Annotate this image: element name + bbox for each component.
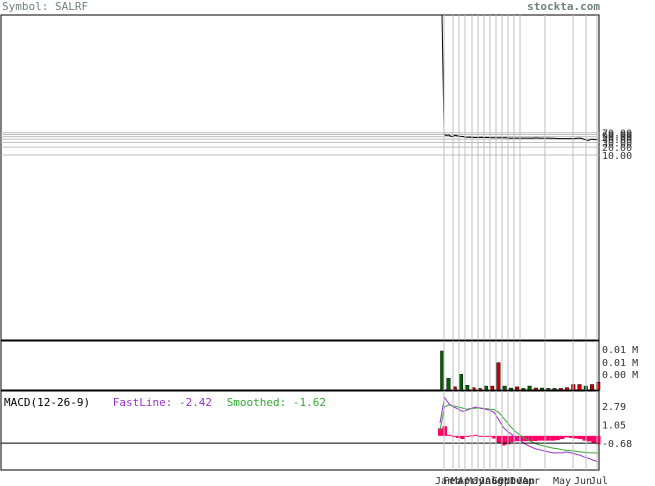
macd-fast-line bbox=[439, 396, 599, 463]
volume-panel: 0.01 M0.01 M0.00 M bbox=[0, 340, 638, 391]
price-frame bbox=[0, 14, 600, 341]
x-tick-label: Jan bbox=[435, 476, 453, 486]
x-tick-label: May bbox=[553, 476, 571, 486]
macd-histogram-bar bbox=[573, 435, 578, 439]
macd-tick-label: 1.05 bbox=[602, 421, 626, 432]
macd-histogram-bar bbox=[451, 435, 457, 437]
volume-bar bbox=[465, 385, 470, 391]
volume-bar bbox=[508, 387, 513, 391]
volume-bar bbox=[590, 384, 595, 391]
x-tick-label: Aug bbox=[485, 476, 503, 486]
volume-bar bbox=[502, 385, 507, 391]
volume-tick-label: 0.00 M bbox=[602, 370, 638, 381]
site-name[interactable]: stockta.com bbox=[527, 0, 600, 13]
volume-tick-label: 0.01 M bbox=[602, 345, 638, 356]
volume-bar bbox=[496, 362, 501, 391]
volume-bar bbox=[458, 374, 463, 391]
macd-histogram-bar bbox=[496, 435, 502, 444]
macd-legend: MACD(12-26-9) FastLine: -2.42 Smoothed: … bbox=[4, 396, 326, 409]
price-tick-label: 70.00 bbox=[602, 129, 632, 140]
macd-histogram-bar bbox=[474, 434, 479, 436]
macd-histogram-bar bbox=[541, 435, 547, 441]
macd-title: MACD(12-26-9) bbox=[4, 396, 91, 409]
macd-histogram-bar bbox=[577, 435, 583, 440]
volume-bar bbox=[577, 384, 582, 391]
macd-smoothed-line bbox=[439, 404, 599, 454]
x-tick-label: Jan bbox=[517, 476, 535, 486]
price-tick-label: 60.00 bbox=[602, 130, 632, 141]
macd-histogram-bar bbox=[456, 435, 461, 438]
macd-fast-label: FastLine: -2.42 bbox=[112, 396, 213, 409]
macd-histogram-bar bbox=[442, 426, 448, 436]
volume-bar bbox=[521, 388, 526, 391]
x-axis: JanFebMarAprMayJunJulAugSepOctNovDecJanA… bbox=[435, 15, 608, 486]
macd-histogram-bar bbox=[555, 435, 560, 441]
macd-histogram-bar bbox=[559, 435, 565, 440]
x-tick-label: Jul bbox=[479, 476, 497, 486]
volume-bar bbox=[540, 387, 545, 391]
x-tick-label: Apr bbox=[522, 476, 540, 486]
x-tick-label: Jun bbox=[574, 476, 592, 486]
macd-histogram-bar bbox=[478, 435, 484, 437]
volume-frame bbox=[0, 340, 600, 391]
macd-histogram-bar bbox=[596, 435, 601, 445]
volume-bar bbox=[452, 386, 457, 391]
x-tick-label: Feb bbox=[443, 476, 461, 486]
volume-bar bbox=[558, 388, 563, 391]
x-tick-label: Oct bbox=[498, 476, 516, 486]
macd-histogram-bar bbox=[532, 435, 538, 442]
macd-histogram-bar bbox=[465, 435, 470, 437]
x-tick-label: Dec bbox=[510, 476, 528, 486]
macd-histogram-bar bbox=[564, 435, 569, 438]
volume-tick-label: 0.01 M bbox=[602, 358, 638, 369]
macd-histogram-bar bbox=[568, 435, 574, 438]
macd-histogram-bar bbox=[492, 435, 497, 439]
x-tick-label: Sep bbox=[492, 476, 510, 486]
volume-bar bbox=[440, 350, 445, 391]
macd-histogram-bar bbox=[447, 434, 452, 436]
price-tick-label: 10.00 bbox=[602, 151, 632, 162]
volume-bar bbox=[552, 388, 557, 391]
volume-bar bbox=[483, 385, 488, 391]
price-tick-label: 40.00 bbox=[602, 135, 632, 146]
macd-smoothed-label: Smoothed: -1.62 bbox=[226, 396, 327, 409]
macd-histogram-bar bbox=[460, 435, 466, 440]
price-tick-label: 20.00 bbox=[602, 143, 632, 154]
price-tick-label: 50.00 bbox=[602, 133, 632, 144]
volume-bar bbox=[490, 385, 495, 391]
macd-histogram-bar bbox=[438, 428, 443, 436]
macd-histogram-bar bbox=[591, 435, 596, 444]
macd-histogram-bar bbox=[546, 435, 551, 441]
x-tick-label: Nov bbox=[504, 476, 522, 486]
macd-tick-label: -0.68 bbox=[602, 439, 632, 450]
macd-histogram-bar bbox=[586, 435, 592, 442]
volume-bar bbox=[533, 387, 538, 391]
macd-panel: 2.79 1.05 -0.68 bbox=[0, 390, 632, 471]
macd-histogram-bar bbox=[537, 435, 542, 441]
x-tick-label: May bbox=[466, 476, 484, 486]
x-tick-label: Jun bbox=[473, 476, 491, 486]
macd-histogram-bar bbox=[483, 435, 488, 437]
volume-bar bbox=[515, 386, 520, 391]
macd-frame bbox=[0, 390, 600, 471]
x-tick-label: Jul bbox=[590, 476, 608, 486]
macd-histogram-bar bbox=[550, 435, 556, 441]
macd-histogram-bar bbox=[519, 435, 524, 442]
volume-bar bbox=[546, 388, 551, 391]
x-tick-label: Mar bbox=[451, 476, 469, 486]
volume-bar bbox=[565, 387, 570, 391]
macd-histogram-bar bbox=[501, 435, 506, 446]
volume-bar bbox=[527, 385, 532, 391]
macd-tick-label: 2.79 bbox=[602, 402, 626, 413]
volume-bar bbox=[446, 378, 451, 391]
price-tick-label: 30.00 bbox=[602, 138, 632, 149]
symbol-label: Symbol: SALRF bbox=[2, 0, 89, 13]
x-tick-label: Apr bbox=[458, 476, 476, 486]
macd-histogram-bar bbox=[510, 435, 515, 443]
macd-histogram-bar bbox=[582, 435, 587, 441]
macd-histogram-bar bbox=[523, 435, 529, 442]
macd-histogram-bar bbox=[528, 435, 533, 442]
